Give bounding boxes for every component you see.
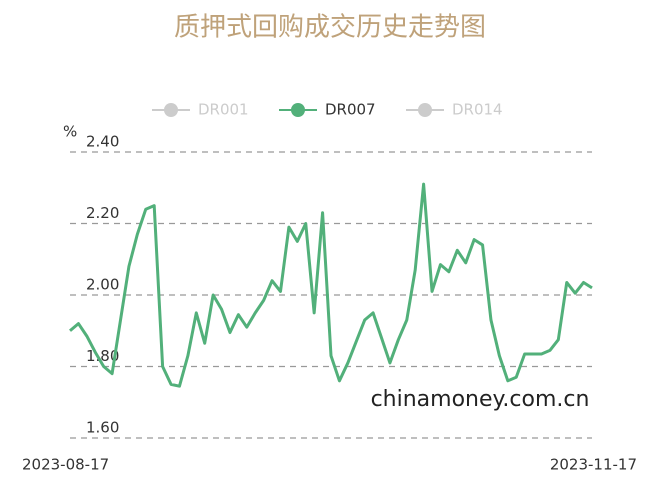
legend-marker	[291, 103, 305, 117]
legend-marker	[418, 103, 432, 117]
legend-label[interactable]: DR007	[325, 101, 376, 119]
chart-title: 质押式回购成交历史走势图	[174, 13, 486, 43]
legend-marker	[164, 103, 178, 117]
legend-label[interactable]: DR014	[452, 101, 503, 119]
y-unit: %	[63, 123, 77, 141]
data-line	[69, 182, 593, 388]
x-tick-label: 2023-11-17	[550, 456, 637, 474]
x-tick-label: 2023-08-17	[22, 456, 109, 474]
watermark: chinamoney.com.cn	[371, 387, 590, 412]
y-tick-label: 2.40	[86, 133, 119, 151]
y-tick-label: 2.20	[86, 204, 119, 222]
y-tick-label: 2.00	[86, 276, 119, 294]
legend-label[interactable]: DR001	[198, 101, 249, 119]
y-tick-label: 1.60	[86, 419, 119, 437]
